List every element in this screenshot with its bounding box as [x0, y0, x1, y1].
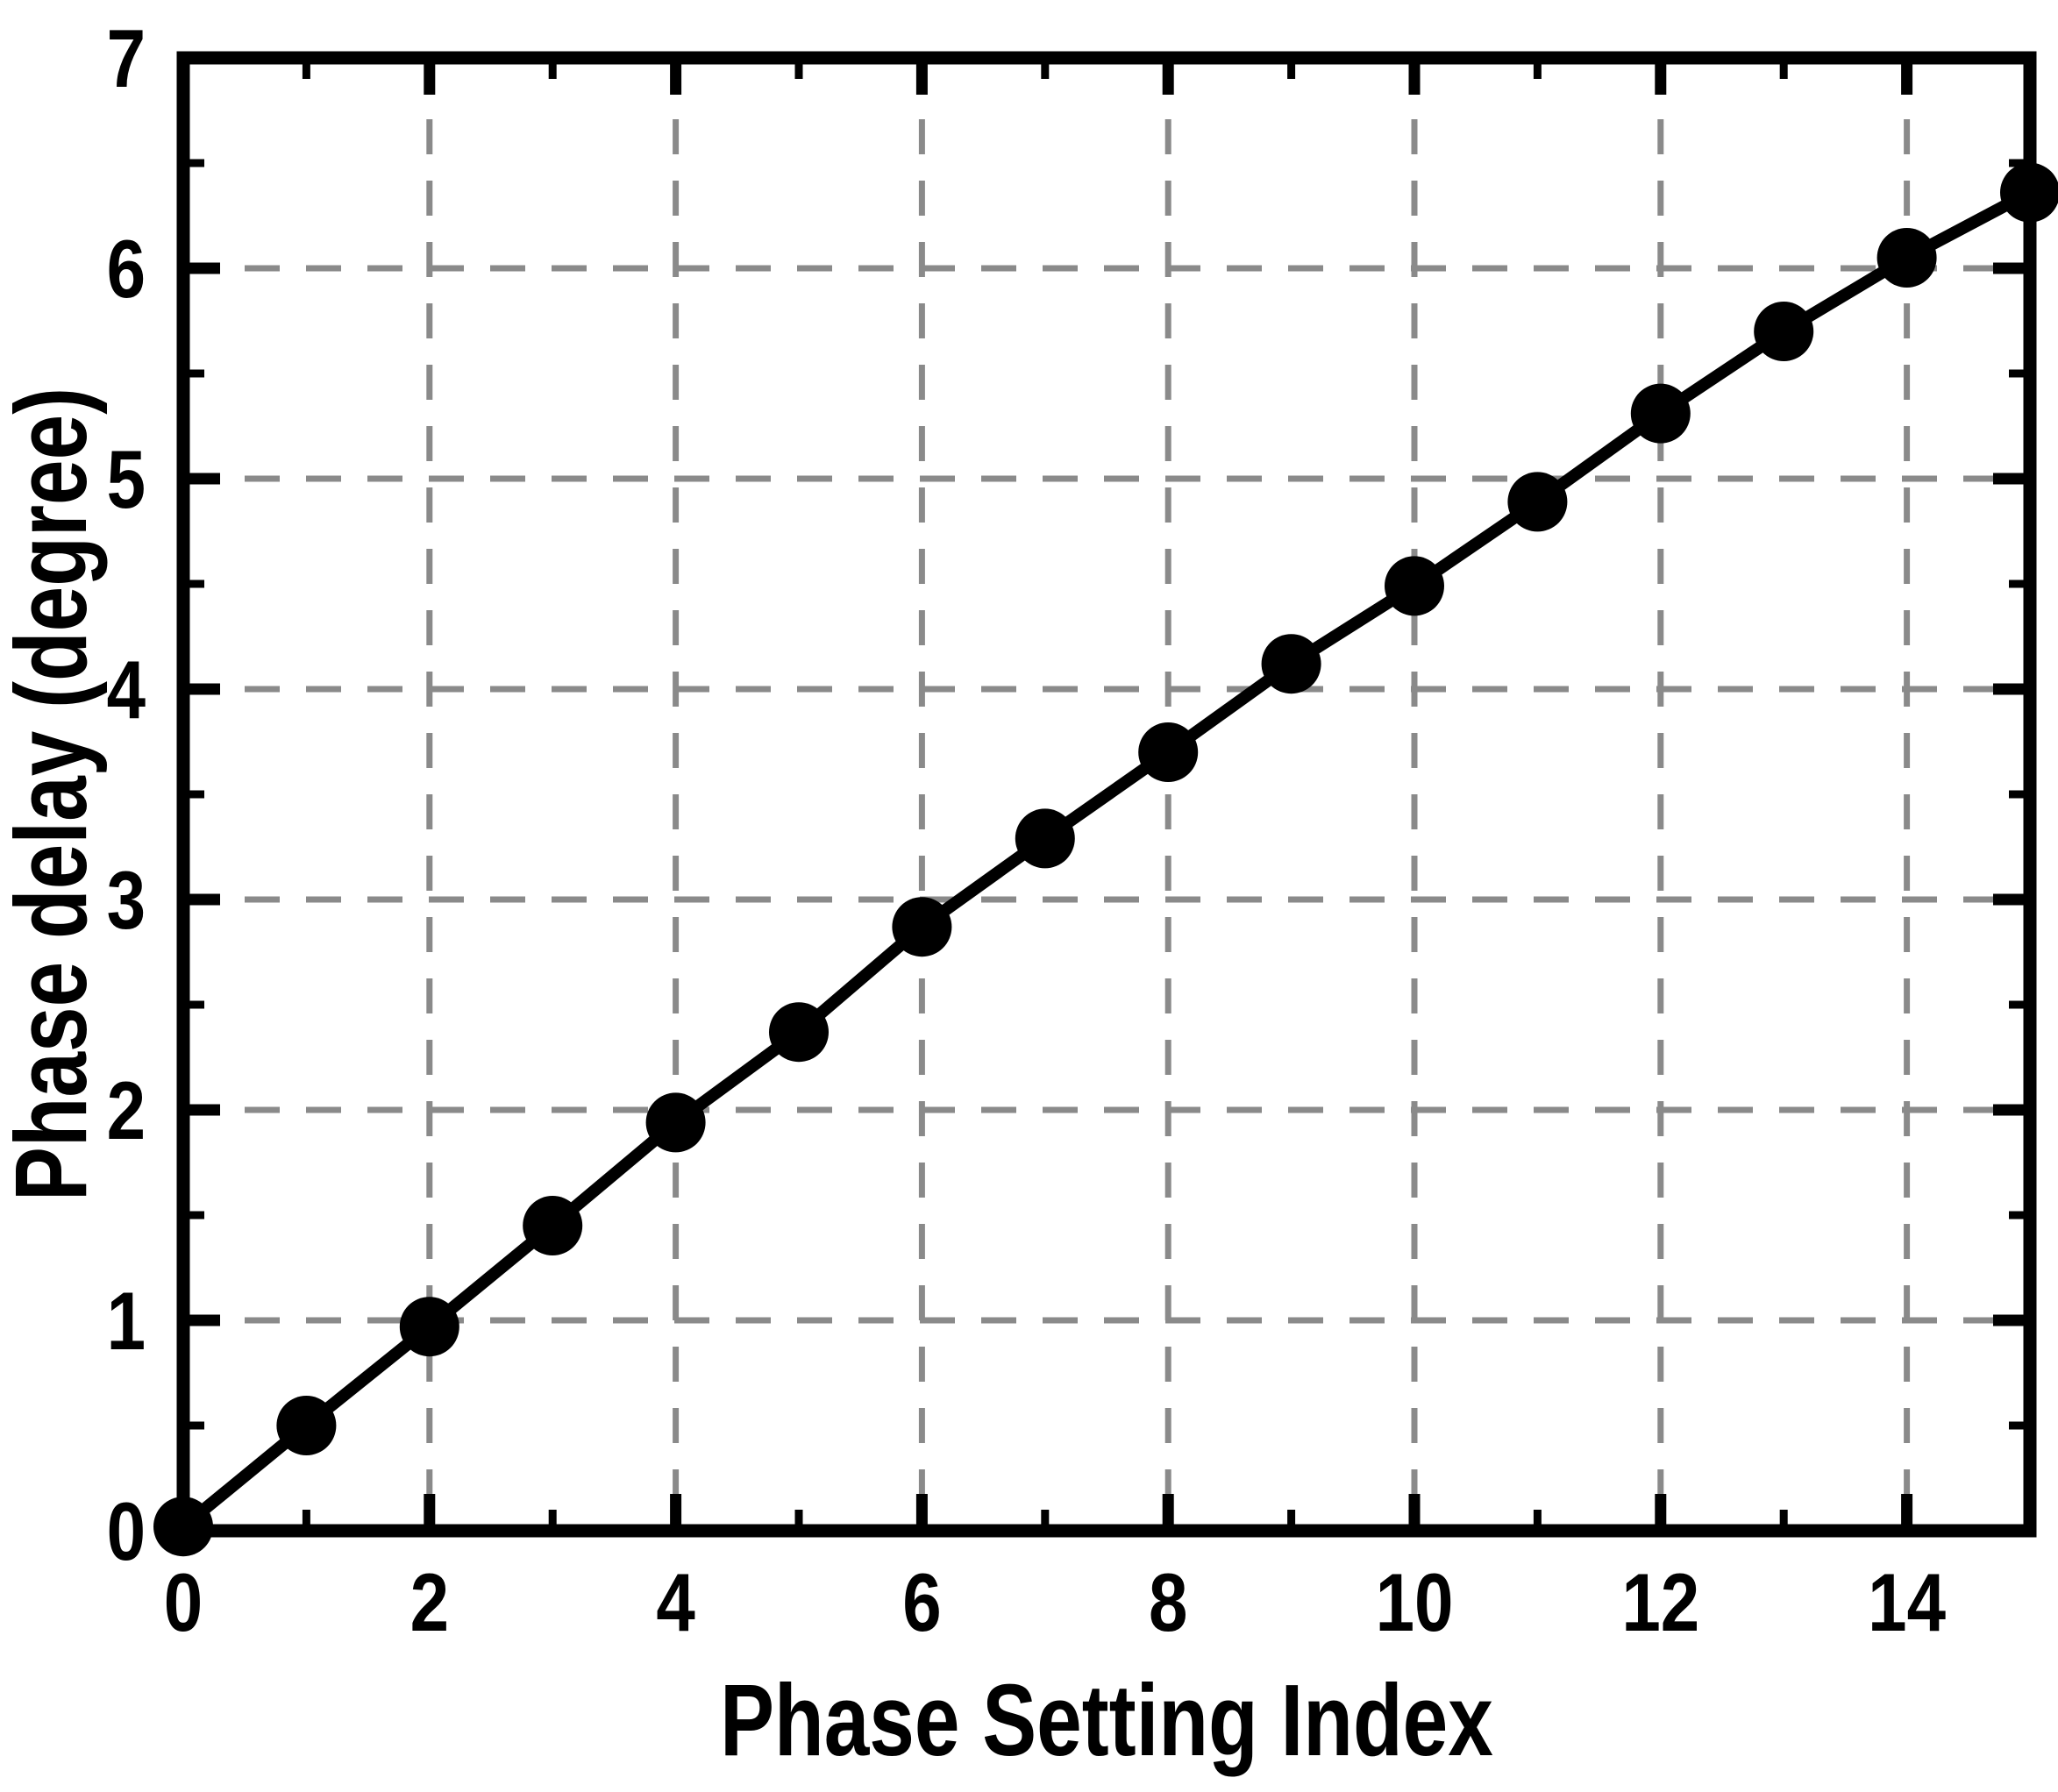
data-point-9 [1261, 634, 1321, 694]
y-tick-label-1: 1 [107, 1276, 146, 1368]
x-axis-label: Phase Setting Index [720, 1664, 1493, 1777]
y-tick-labels: 0 1 2 3 4 5 6 7 [107, 13, 146, 1578]
x-tick-label-6: 6 [902, 1557, 941, 1649]
data-point-4 [645, 1092, 706, 1153]
y-tick-label-group-3: 3 [107, 855, 146, 947]
x-tick-label-4: 4 [656, 1557, 695, 1649]
data-point-0 [153, 1497, 213, 1557]
y-tick-label-group-0: 0 [107, 1486, 146, 1578]
gridlines [183, 58, 2030, 1531]
y-tick-label-7: 7 [107, 13, 146, 105]
x-tick-label-12: 12 [1621, 1557, 1699, 1649]
data-point-5 [769, 1002, 829, 1063]
data-point-8 [1138, 722, 1199, 782]
x-tick-label-group-8: 8 [1149, 1557, 1187, 1649]
y-tick-label-5: 5 [107, 434, 146, 526]
x-tick-label-0: 0 [164, 1557, 203, 1649]
data-point-15 [2000, 162, 2058, 223]
y-tick-label-3: 3 [107, 855, 146, 947]
data-series [153, 162, 2058, 1557]
x-tick-label-group-12: 12 [1621, 1557, 1699, 1649]
plot-frame [176, 51, 2037, 1538]
y-tick-label-group-7: 7 [107, 13, 146, 105]
y-tick-label-group-6: 6 [107, 224, 146, 316]
x-tick-label-2: 2 [410, 1557, 449, 1649]
y-tick-label-0: 0 [107, 1486, 146, 1578]
data-point-14 [1876, 228, 1937, 288]
x-tick-label-group-2: 2 [410, 1557, 449, 1649]
data-point-2 [399, 1297, 459, 1357]
data-point-3 [523, 1196, 583, 1255]
data-point-13 [1754, 302, 1814, 361]
y-tick-label-group-2: 2 [107, 1065, 146, 1157]
data-point-11 [1507, 472, 1568, 532]
data-point-12 [1630, 383, 1691, 444]
x-tick-label-group-10: 10 [1376, 1557, 1454, 1649]
data-point-10 [1385, 556, 1444, 616]
y-tick-label-4: 4 [107, 644, 146, 736]
x-tick-label-10: 10 [1376, 1557, 1454, 1649]
y-tick-label-group-1: 1 [107, 1276, 146, 1368]
x-tick-label-8: 8 [1149, 1557, 1187, 1649]
x-tick-label-group-0: 0 [164, 1557, 203, 1649]
x-tick-label-14: 14 [1868, 1557, 1946, 1649]
y-tick-label-group-5: 5 [107, 434, 146, 526]
y-axis-label-group: Phase delay (degree) [0, 388, 108, 1201]
y-tick-label-6: 6 [107, 224, 146, 316]
x-tick-labels: 0 2 4 6 8 10 12 14 [164, 1557, 1947, 1649]
y-axis-label: Phase delay (degree) [0, 388, 108, 1201]
series-line-phase-delay [179, 187, 2033, 1532]
y-tick-label-2: 2 [107, 1065, 146, 1157]
data-point-7 [1015, 808, 1075, 869]
x-axis-label-group: Phase Setting Index [720, 1664, 1493, 1777]
x-tick-label-group-14: 14 [1868, 1557, 1946, 1649]
x-tick-label-group-4: 4 [656, 1557, 695, 1649]
data-point-1 [276, 1396, 337, 1455]
x-tick-label-group-6: 6 [902, 1557, 941, 1649]
y-tick-label-group-4: 4 [107, 644, 146, 736]
data-point-6 [892, 897, 952, 957]
